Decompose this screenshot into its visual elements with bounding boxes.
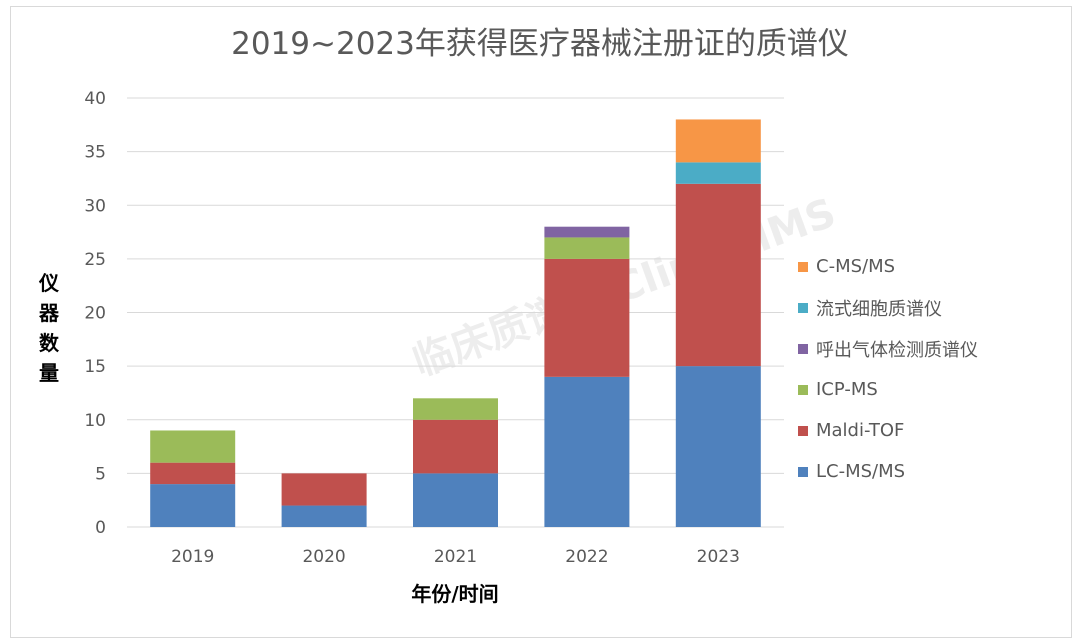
legend-swatch — [798, 343, 808, 354]
legend-item: C-MS/MS — [798, 246, 978, 287]
x-tick-label: 2022 — [565, 547, 608, 567]
x-tick-label: 2020 — [302, 547, 345, 567]
bar-segment — [544, 237, 630, 259]
bar-segment — [150, 430, 236, 463]
bar-segment — [413, 398, 498, 420]
bar-segment — [150, 484, 236, 527]
bar-segment — [544, 376, 630, 527]
y-tick-label: 30 — [84, 196, 106, 216]
y-tick-label: 35 — [84, 143, 106, 163]
legend-label: 呼出气体检测质谱仪 — [816, 339, 978, 361]
legend-item: ICP-MS — [798, 369, 978, 410]
legend-item: LC-MS/MS — [798, 451, 978, 492]
bar-segment — [544, 226, 630, 238]
chart-frame — [10, 6, 1072, 638]
legend-swatch — [798, 384, 808, 395]
legend-item: 流式细胞质谱仪 — [798, 287, 978, 328]
bar-segment — [413, 473, 498, 527]
x-tick-label: 2019 — [171, 547, 214, 567]
legend-swatch — [798, 302, 808, 313]
legend-label: Maldi-TOF — [816, 420, 905, 441]
legend-item: Maldi-TOF — [798, 410, 978, 451]
bar-segment — [413, 419, 498, 474]
bar-segment — [544, 258, 630, 377]
y-tick-label: 10 — [84, 411, 106, 431]
y-axis-label: 仪器数量 — [39, 271, 59, 385]
legend-label: 流式细胞质谱仪 — [816, 298, 942, 320]
bar-segment — [281, 505, 367, 527]
legend-item: 呼出气体检测质谱仪 — [798, 328, 978, 369]
y-tick-label: 15 — [84, 357, 106, 377]
bar-segment — [150, 462, 236, 485]
legend-swatch — [798, 466, 808, 477]
bar-segment — [675, 119, 761, 163]
y-tick-label: 5 — [95, 464, 106, 484]
y-tick-label: 25 — [84, 250, 106, 270]
x-tick-label: 2023 — [697, 547, 740, 567]
chart-title: 2019~2023年获得医疗器械注册证的质谱仪 — [231, 26, 849, 62]
y-tick-label: 0 — [95, 518, 106, 538]
legend-label: LC-MS/MS — [816, 461, 906, 482]
legend-label: ICP-MS — [816, 379, 878, 400]
legend-label: C-MS/MS — [816, 256, 896, 277]
y-tick-label: 20 — [84, 304, 106, 324]
bar-segment — [675, 366, 761, 527]
bar-segment — [281, 473, 367, 506]
x-tick-label: 2021 — [434, 547, 477, 567]
legend-swatch — [798, 425, 808, 436]
bar-segment — [675, 183, 761, 367]
x-axis-label: 年份/时间 — [411, 582, 499, 606]
legend-swatch — [798, 261, 808, 272]
bar-segment — [675, 162, 761, 184]
y-tick-label: 40 — [84, 89, 106, 109]
legend: C-MS/MS 流式细胞质谱仪呼出气体检测质谱仪 ICP-MS Maldi-TOF LC… — [798, 246, 978, 492]
